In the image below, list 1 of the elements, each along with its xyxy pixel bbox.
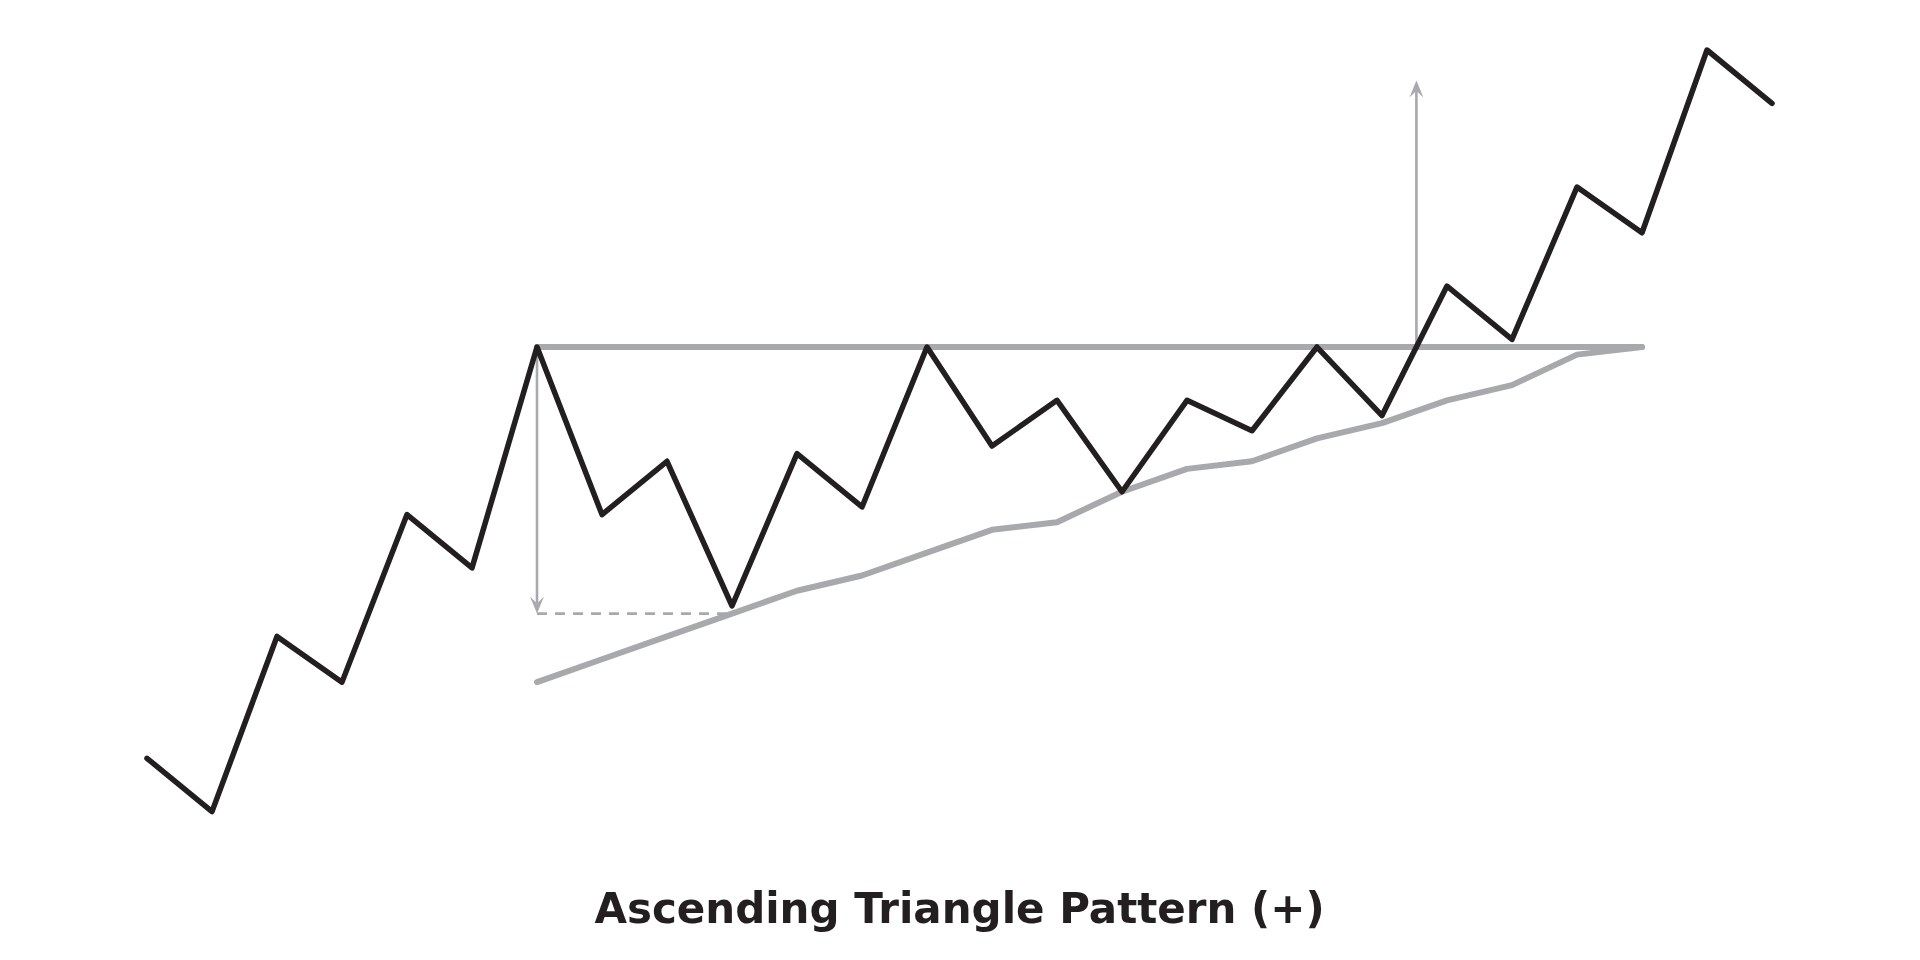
text: Ascending Triangle Pattern (+) — [594, 883, 1325, 933]
